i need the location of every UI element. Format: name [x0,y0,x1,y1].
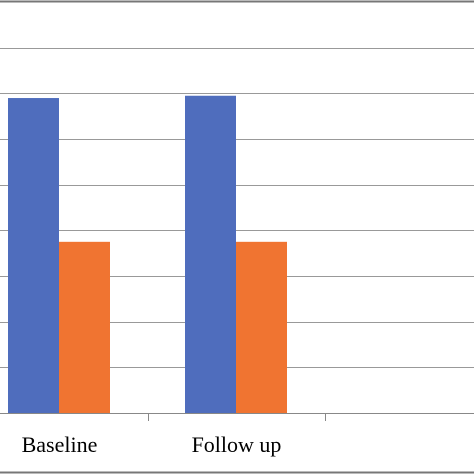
bar-series1-follow-up [185,95,236,414]
x-tick-label: Baseline [22,432,98,457]
x-tick-labels: Baseline Follow up [22,432,282,457]
bar-series2-baseline [59,241,110,413]
x-axis [0,413,474,421]
bar-series1-baseline [8,98,59,414]
x-tick-label: Follow up [192,432,282,457]
bars [8,95,287,414]
bar-series2-follow-up [236,241,287,413]
